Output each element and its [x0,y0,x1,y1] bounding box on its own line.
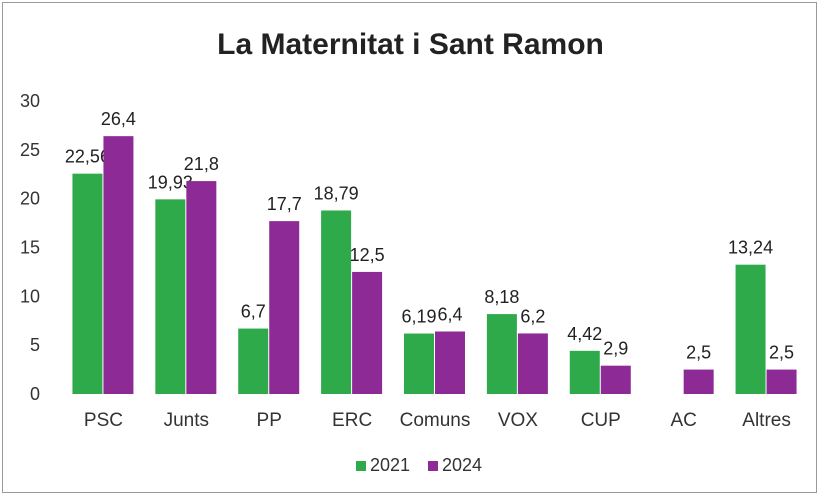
data-label-altres-2024: 2,5 [769,343,794,363]
data-label-vox-2021: 8,18 [484,287,519,307]
data-label-erc-2024: 12,5 [350,245,385,265]
bar-comuns-2021 [404,333,434,394]
bar-junts-2021 [155,199,186,394]
legend-label-2021: 2021 [370,455,410,475]
bar-ac-2024 [683,369,714,394]
x-category-label: Altres [742,410,791,431]
bar-cup-2024 [600,365,631,394]
data-label-psc-2021: 22,56 [65,147,110,167]
x-category-label: Comuns [400,410,471,431]
data-label-junts-2024: 21,8 [184,154,219,174]
data-label-comuns-2024: 6,4 [437,304,462,324]
y-tick-label: 10 [20,286,40,306]
bar-cup-2021 [569,350,600,394]
bar-altres-2021 [735,264,766,394]
y-tick-label: 25 [20,140,40,160]
bar-erc-2021 [321,210,352,394]
x-category-label: Junts [164,410,209,431]
x-category-label: PP [257,410,282,431]
x-category-label: PSC [84,410,123,431]
data-label-comuns-2021: 6,19 [401,307,436,327]
bar-pp-2021 [238,328,269,394]
bar-psc-2021 [72,173,103,394]
x-category-label: ERC [332,410,372,431]
x-category-label: VOX [498,410,538,431]
data-label-vox-2024: 6,2 [520,306,545,326]
y-tick-label: 20 [20,189,40,209]
bar-erc-2024 [352,271,383,394]
data-label-psc-2024: 26,4 [101,109,136,129]
legend-swatch-2024 [428,461,438,471]
y-tick-label: 15 [20,238,40,258]
data-label-altres-2021: 13,24 [728,238,773,258]
x-category-label: CUP [581,410,621,431]
y-tick-label: 5 [30,335,40,355]
bar-vox-2024 [517,333,548,394]
y-tick-label: 0 [30,384,40,404]
y-tick-label: 30 [20,91,40,111]
data-label-junts-2021: 19,93 [148,172,193,192]
legend-label-2024: 2024 [442,455,482,475]
bar-altres-2024 [766,369,797,394]
bar-comuns-2024 [435,331,465,394]
legend-swatch-2021 [356,461,366,471]
data-label-cup-2021: 4,42 [567,324,602,344]
bar-pp-2024 [269,221,300,394]
bar-psc-2024 [103,136,134,394]
data-label-erc-2021: 18,79 [314,183,359,203]
bar-junts-2024 [186,181,217,394]
data-label-cup-2024: 2,9 [603,339,628,359]
data-label-pp-2021: 6,7 [241,302,266,322]
chart-title: La Maternitat i Sant Ramon [217,28,604,61]
bar-vox-2021 [486,314,517,394]
data-label-pp-2024: 17,7 [267,194,302,214]
x-category-label: AC [670,410,696,431]
data-label-ac-2024: 2,5 [686,343,711,363]
